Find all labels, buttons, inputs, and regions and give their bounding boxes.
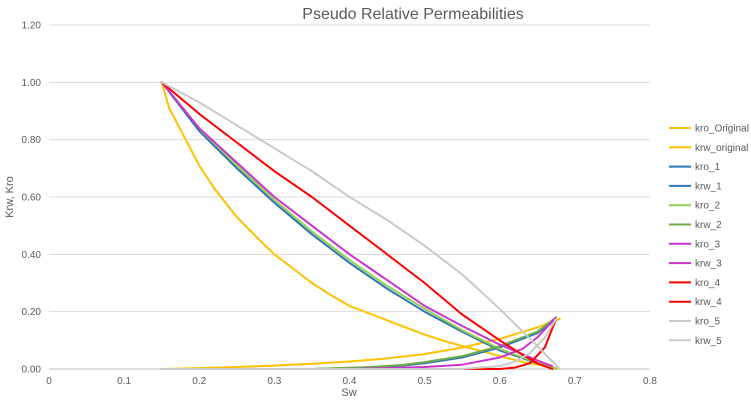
legend-label-kro-1: kro_1 bbox=[695, 162, 720, 173]
series-line-kro-original bbox=[160, 81, 561, 370]
legend-label-krw-1: krw_1 bbox=[695, 181, 722, 192]
y-tick-label: 1.20 bbox=[22, 21, 42, 32]
y-tick-label: 0.40 bbox=[22, 250, 42, 261]
legend: kro_Original krw_original kro_1 krw_1 kro_2k… bbox=[669, 124, 749, 347]
y-tick-label: 0.20 bbox=[22, 307, 42, 318]
series-line-krw-original bbox=[160, 317, 561, 370]
series-line-kro-4 bbox=[160, 81, 554, 370]
legend-label-krw-3: krw_3 bbox=[695, 259, 722, 270]
legend-label-kro-original: kro_Original bbox=[695, 124, 749, 135]
legend-label-kro-2: kro_2 bbox=[695, 201, 720, 212]
legend-label-kro-3: kro_3 bbox=[695, 239, 720, 250]
series-line-krw-5 bbox=[160, 317, 558, 370]
y-tick-label: 0.60 bbox=[22, 193, 42, 204]
y-tick-label: 1.00 bbox=[22, 78, 42, 89]
legend-label-krw-original: krw_original bbox=[695, 143, 748, 154]
x-tick-label: 0.3 bbox=[267, 376, 281, 387]
x-tick-label: 0.2 bbox=[192, 376, 206, 387]
y-tick-label: 0.80 bbox=[22, 135, 42, 146]
series-line-kro-3 bbox=[160, 81, 554, 368]
axes: 0.00 0.20 0.40 0.60 0.80 1.00 1.20 0 0.1 0.2 0.3 0.… bbox=[22, 21, 658, 388]
legend-label-krw-2: krw_2 bbox=[695, 220, 722, 231]
x-axis-title: Sw bbox=[341, 387, 356, 399]
legend-label-krw-4: krw_4 bbox=[695, 297, 722, 308]
x-tick-label: 0.1 bbox=[117, 376, 131, 387]
x-tick-label: 0.6 bbox=[493, 376, 507, 387]
x-tick-label: 0.5 bbox=[418, 376, 432, 387]
x-tick-label: 0 bbox=[46, 376, 52, 387]
x-tick-label: 0.4 bbox=[343, 376, 357, 387]
x-tick-label: 0.8 bbox=[643, 376, 657, 387]
series-line-kro-2 bbox=[160, 81, 558, 370]
x-tick-label: 0.7 bbox=[568, 376, 582, 387]
series-line-kro-5 bbox=[160, 81, 561, 370]
legend-label-kro-5: kro_5 bbox=[695, 317, 720, 328]
series-lines bbox=[160, 81, 561, 370]
series-line-kro-1 bbox=[160, 81, 558, 370]
y-tick-label: 0.00 bbox=[22, 365, 42, 376]
chart-title: Pseudo Relative Permeabilities bbox=[302, 6, 523, 23]
y-axis-title: Krw, Kro bbox=[4, 176, 16, 218]
legend-label-kro-4: kro_4 bbox=[695, 278, 720, 289]
legend-label-krw-5: krw_5 bbox=[695, 336, 722, 347]
